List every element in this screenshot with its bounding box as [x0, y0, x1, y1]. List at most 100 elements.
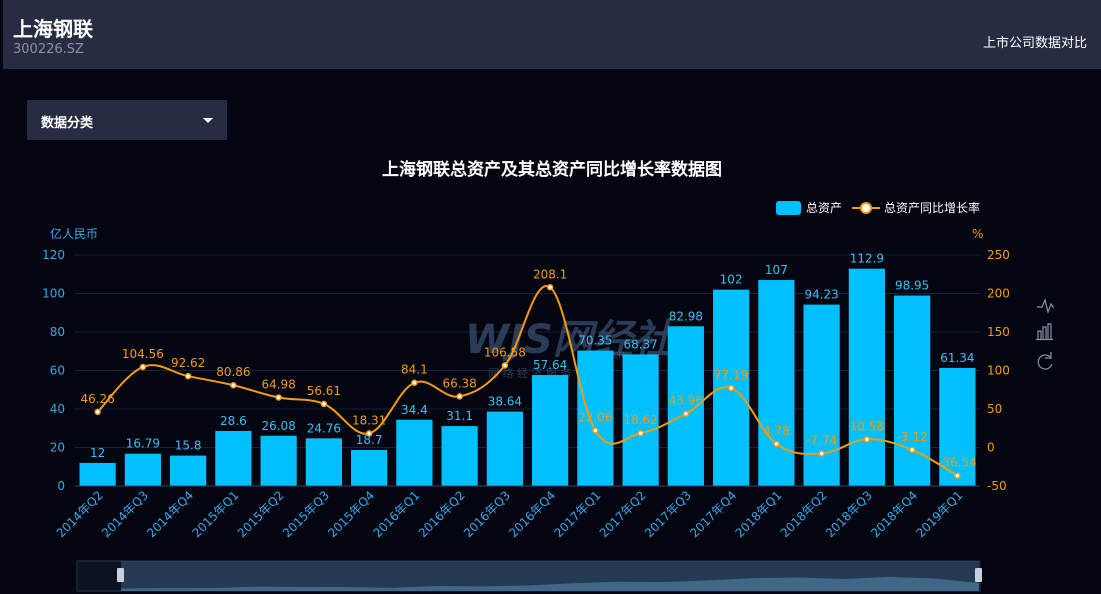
bar[interactable]	[532, 375, 569, 486]
bar-value-label: 98.95	[895, 279, 929, 293]
bar[interactable]	[848, 268, 885, 486]
growth-rate-point[interactable]	[637, 429, 644, 437]
data-category-label: 数据分类	[41, 116, 94, 131]
x-tick-label: 2018年Q2	[778, 488, 830, 540]
growth-rate-point[interactable]	[456, 393, 463, 400]
growth-rate-label: 84.1	[401, 363, 428, 377]
growth-rate-point[interactable]	[230, 381, 237, 389]
x-tick-label: 2017年Q3	[642, 488, 694, 540]
bar[interactable]	[305, 438, 342, 486]
bar-value-label: 70.35	[578, 334, 612, 348]
growth-rate-point[interactable]	[818, 450, 825, 457]
growth-rate-point[interactable]	[320, 400, 328, 408]
bar-value-label: 15.8	[175, 439, 202, 453]
bar[interactable]	[486, 411, 523, 486]
growth-rate-point[interactable]	[365, 430, 373, 437]
caret-down-icon	[203, 118, 213, 123]
y-left-tick-label: 20	[50, 441, 65, 455]
bar-value-label: 38.64	[488, 395, 522, 409]
bar-value-label: 34.4	[401, 403, 428, 417]
x-tick-label: 2016年Q4	[506, 488, 558, 540]
bar[interactable]	[79, 462, 116, 486]
line-chart-icon[interactable]	[1037, 298, 1054, 315]
x-tick-label: 2016年Q1	[370, 488, 422, 540]
y-right-tick-label: 100	[987, 364, 1010, 378]
bar-chart-icon[interactable]	[1036, 323, 1053, 341]
growth-rate-label: -7.74	[806, 433, 837, 447]
x-tick-label: 2018年Q3	[823, 488, 875, 540]
header-bar: 上海钢联 300226.SZ 上市公司数据对比	[3, 0, 1101, 69]
growth-rate-label: 22.06	[578, 411, 612, 425]
restore-icon[interactable]	[1037, 352, 1053, 370]
x-tick-label: 2017年Q4	[687, 488, 739, 540]
growth-rate-point[interactable]	[727, 384, 735, 392]
x-tick-label: 2015年Q4	[325, 488, 377, 540]
growth-rate-point[interactable]	[546, 284, 554, 291]
bar[interactable]	[894, 295, 931, 486]
bar[interactable]	[441, 426, 478, 486]
growth-rate-label: 56.61	[307, 384, 341, 398]
legend-line-marker[interactable]	[860, 202, 872, 214]
growth-rate-point[interactable]	[908, 446, 916, 454]
growth-rate-point[interactable]	[592, 427, 599, 434]
bar[interactable]	[351, 450, 388, 486]
zoom-handle-left[interactable]	[117, 568, 124, 582]
bar[interactable]	[577, 350, 614, 486]
y-right-tick-label: 0	[987, 441, 995, 455]
bar[interactable]	[215, 430, 252, 486]
y-left-tick-label: 40	[50, 402, 65, 416]
watermark-tagline: 网 络 经 济 服 务 平 台	[488, 366, 600, 380]
y-right-axis-label: %	[972, 227, 983, 241]
company-name: 上海钢联	[13, 17, 93, 41]
bar[interactable]	[622, 354, 659, 486]
growth-rate-point[interactable]	[139, 363, 147, 371]
growth-rate-point[interactable]	[773, 440, 780, 448]
y-left-tick-label: 0	[57, 479, 65, 493]
bar[interactable]	[758, 280, 795, 486]
growth-rate-label: 18.62	[623, 413, 657, 427]
x-tick-label: 2016年Q3	[461, 488, 513, 540]
growth-rate-point[interactable]	[682, 410, 690, 417]
data-category-dropdown[interactable]: 数据分类	[27, 100, 227, 140]
growth-rate-label: 10.58	[850, 419, 884, 433]
x-tick-label: 2016年Q2	[416, 488, 468, 540]
x-tick-label: 2018年Q4	[868, 488, 920, 540]
zoom-slider-preview	[121, 576, 979, 591]
growth-rate-label: 64.98	[261, 377, 295, 391]
zoom-handle-right[interactable]	[975, 568, 982, 582]
x-tick-label: 2017年Q2	[597, 488, 649, 540]
growth-rate-point[interactable]	[275, 394, 282, 401]
bar[interactable]	[170, 455, 207, 486]
legend-bar-swatch[interactable]	[776, 201, 801, 215]
growth-rate-point[interactable]	[184, 372, 192, 380]
x-tick-label: 2019年Q1	[913, 488, 965, 540]
y-right-tick-label: 250	[987, 248, 1010, 262]
bar[interactable]	[939, 367, 976, 486]
x-tick-label: 2017年Q1	[551, 488, 603, 540]
growth-rate-point[interactable]	[411, 379, 418, 386]
growth-rate-point[interactable]	[501, 362, 509, 369]
y-left-tick-label: 80	[50, 325, 65, 339]
bar-value-label: 24.76	[307, 421, 341, 435]
growth-rate-label: -3.12	[897, 430, 928, 444]
bar[interactable]	[803, 304, 840, 486]
bar-value-label: 16.79	[126, 437, 160, 451]
growth-rate-label: 77.19	[714, 368, 748, 382]
legend-line-label[interactable]: 总资产同比增长率	[884, 200, 980, 215]
bar[interactable]	[124, 453, 161, 486]
growth-rate-point[interactable]	[863, 436, 871, 443]
y-left-tick-label: 60	[50, 364, 65, 378]
bar-value-label: 112.9	[850, 252, 884, 266]
company-compare-link[interactable]: 上市公司数据对比	[982, 36, 1087, 51]
legend-bar-label[interactable]: 总资产	[806, 201, 842, 215]
bar-value-label: 94.23	[804, 288, 838, 302]
bar[interactable]	[396, 419, 433, 486]
growth-rate-label: 46.26	[80, 392, 114, 406]
bar[interactable]	[260, 435, 297, 486]
growth-rate-point[interactable]	[94, 408, 101, 416]
x-tick-label: 2018年Q1	[732, 488, 784, 540]
bar-value-label: 68.37	[623, 337, 657, 351]
bar-value-label: 82.98	[669, 309, 703, 323]
growth-rate-point[interactable]	[954, 472, 961, 479]
